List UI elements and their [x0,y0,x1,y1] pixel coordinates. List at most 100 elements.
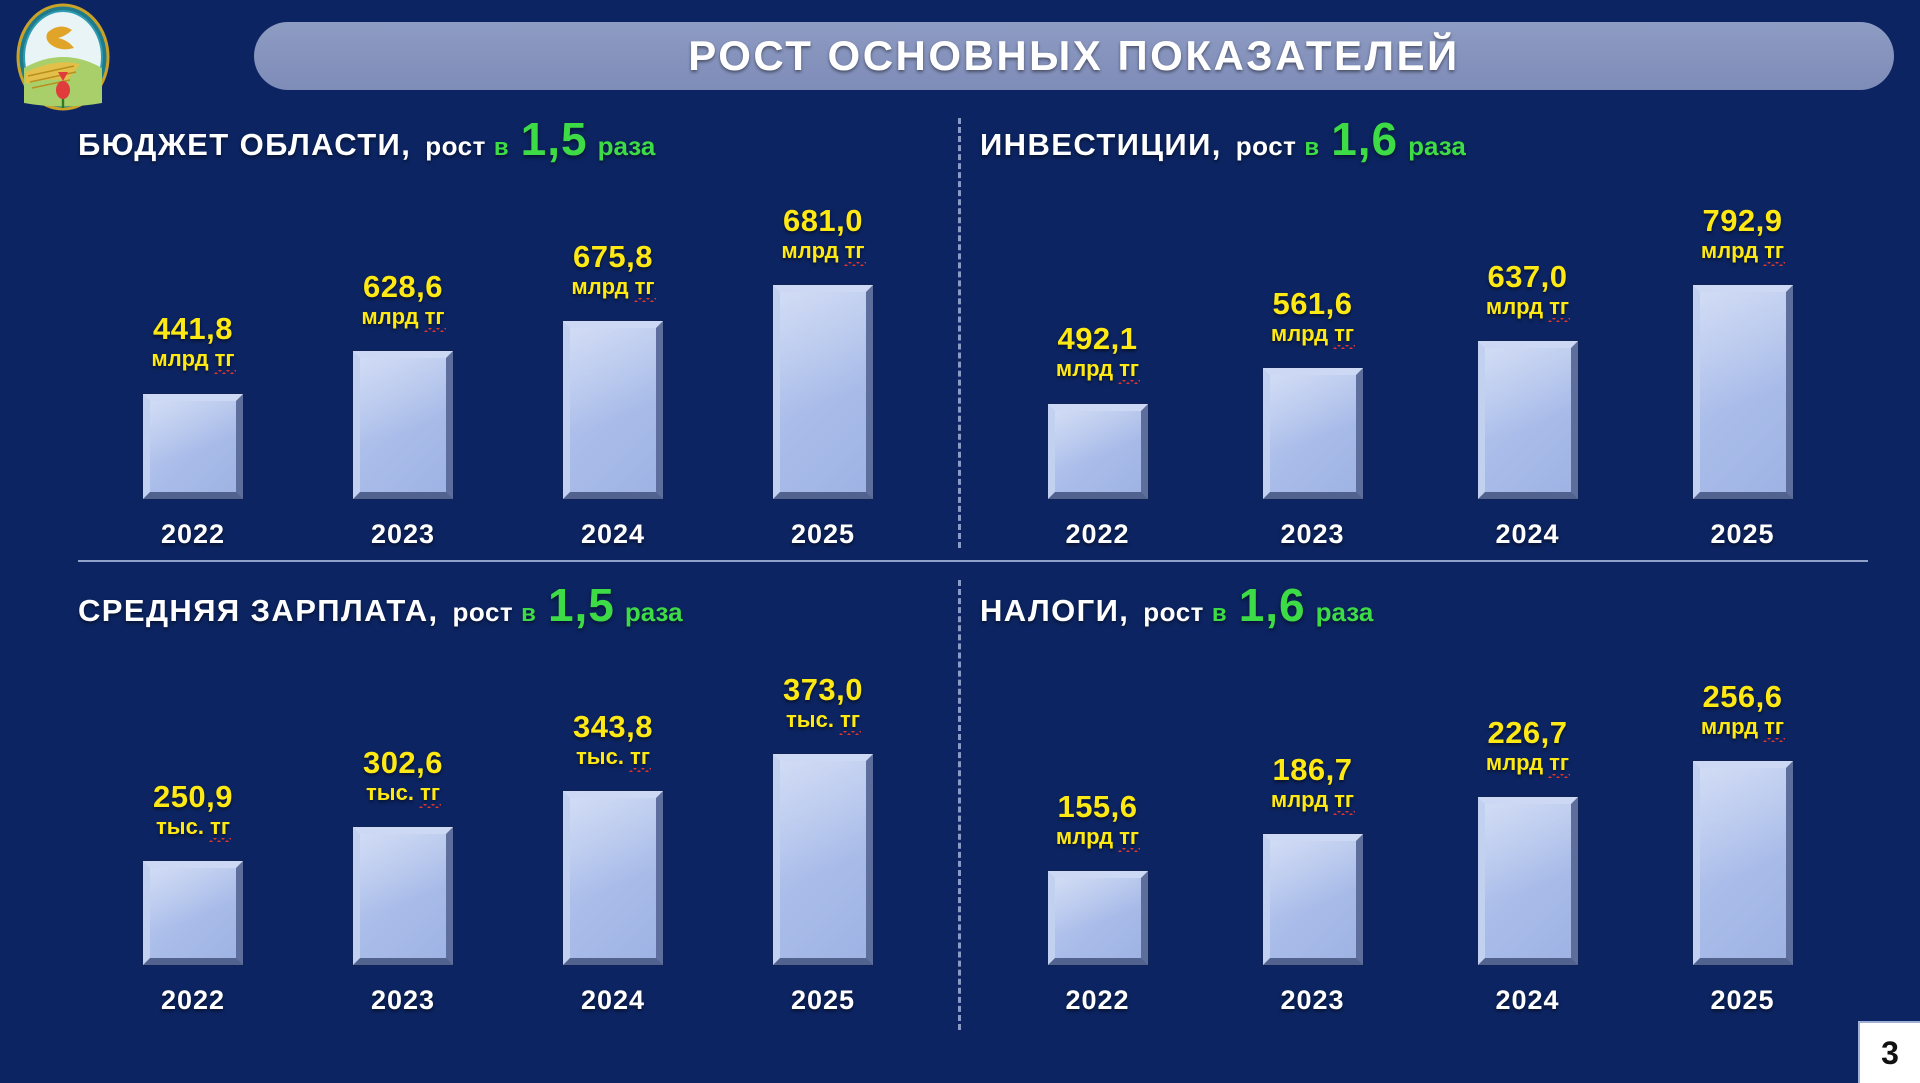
bar-group: 561,6 млрд тг 2023 [1233,164,1393,550]
quadrant-salary-multiplier: 1,5 [547,579,615,631]
bar-label: 373,0 тыс. тг [743,671,903,736]
bar-label: 681,0 млрд тг [743,202,903,267]
quadrant-investments: ИНВЕСТИЦИИ, рост в 1,6 раза 492,1 млрд т… [980,112,1860,552]
bar-year: 2022 [1065,985,1130,1015]
spellcheck-underline: тг [839,706,861,736]
bar-value: 256,6 [1702,678,1783,714]
growth-preposition: в [1304,134,1320,161]
growth-preposition: в [1211,600,1227,627]
page-number-badge: 3 [1858,1021,1920,1083]
spellcheck-underline: тг [1548,293,1571,323]
bar-value: 675,8 [572,238,654,274]
spellcheck-underline: тг [633,273,656,303]
bar-value: 186,7 [1272,751,1353,787]
spellcheck-underline: тг [423,303,446,333]
bar-year: 2022 [160,985,226,1015]
bar-year: 2023 [370,519,436,549]
bar-unit: млрд тг [1055,355,1141,385]
bar-year: 2022 [1065,519,1130,549]
bar-unit: млрд тг [1270,786,1356,816]
bar-value: 343,8 [572,708,654,744]
quadrant-taxes-title: НАЛОГИ, [980,593,1130,628]
bar-2025 [1692,285,1793,499]
page-number: 3 [1881,1034,1899,1071]
bar-year: 2025 [790,985,856,1015]
bar-group: 186,7 млрд тг 2023 [1233,630,1393,1016]
bar-value: 628,6 [362,268,444,304]
bar-group: 343,8 тыс. тг 2024 [533,630,693,1016]
bar-unit: млрд тг [1700,713,1786,743]
bar-2023 [1262,368,1363,499]
bar-unit: тыс. тг [576,743,651,773]
bar-unit: тыс. тг [366,779,441,809]
bar-unit: млрд тг [1055,823,1141,853]
spellcheck-underline: тг [419,779,441,809]
bar-2023 [353,827,453,965]
spellcheck-underline: тг [1763,237,1786,267]
bar-label: 186,7 млрд тг [1233,751,1393,816]
growth-word: рост [425,131,486,161]
bar-label: 561,6 млрд тг [1233,287,1393,350]
quadrant-taxes: НАЛОГИ, рост в 1,6 раза 155,6 млрд тг 20… [980,578,1860,1028]
bar-label: 302,6 тыс. тг [323,746,483,809]
bar-label: 250,9 тыс. тг [113,778,273,843]
bar-value: 637,0 [1487,258,1568,294]
bar-group: 675,8 млрд тг 2024 [533,164,693,550]
bar-value: 681,0 [782,202,864,238]
bar-unit: млрд тг [361,303,446,333]
bar-year: 2024 [1495,519,1560,549]
bar-unit: млрд тг [781,237,866,267]
bar-unit: млрд тг [1270,320,1356,350]
bar-year: 2025 [1710,985,1775,1015]
bar-value: 792,9 [1702,202,1783,238]
bar-year: 2024 [580,985,646,1015]
bar-label: 441,8 млрд тг [113,312,273,375]
bar-value: 250,9 [152,778,234,814]
bar-label: 675,8 млрд тг [533,238,693,303]
bar-2024 [563,791,663,965]
bar-label: 492,1 млрд тг [1018,322,1178,385]
bar-year: 2022 [160,519,226,549]
spellcheck-underline: тг [1118,355,1141,385]
bar-group: 792,9 млрд тг 2025 [1663,164,1823,550]
bar-2024 [563,321,663,499]
bar-label: 637,0 млрд тг [1448,258,1608,323]
spellcheck-underline: тг [1548,749,1571,779]
spellcheck-underline: тг [629,743,651,773]
times-word: раза [624,597,683,627]
bar-year: 2023 [1280,519,1345,549]
times-word: раза [597,131,656,161]
growth-word: рост [452,597,514,627]
bar-label: 155,6 млрд тг [1018,788,1178,853]
quadrant-salary: СРЕДНЯЯ ЗАРПЛАТА, рост в 1,5 раза 250,9 … [78,578,938,1028]
bar-unit: млрд тг [1700,237,1786,267]
chart-budget: 441,8 млрд тг 2022 628,6 млрд тг 2023 67… [78,164,938,550]
spellcheck-underline: тг [1763,713,1786,743]
bar-group: 492,1 млрд тг 2022 [1018,164,1178,550]
chart-investments: 492,1 млрд тг 2022 561,6 млрд тг 2023 63… [980,164,1860,550]
bar-label: 226,7 млрд тг [1448,714,1608,779]
bar-2022 [1047,404,1148,499]
bar-2025 [773,754,873,965]
quadrant-budget-heading: БЮДЖЕТ ОБЛАСТИ, рост в 1,5 раза [78,112,938,165]
growth-word: рост [1143,597,1204,627]
bar-unit: млрд тг [151,345,236,375]
bar-value: 226,7 [1487,714,1568,750]
bar-group: 155,6 млрд тг 2022 [1018,630,1178,1016]
bar-group: 681,0 млрд тг 2025 [743,164,903,550]
bar-value: 373,0 [782,671,864,707]
bar-value: 155,6 [1057,788,1138,824]
bar-unit: млрд тг [1485,293,1571,323]
bar-group: 256,6 млрд тг 2025 [1663,630,1823,1016]
bar-label: 628,6 млрд тг [323,268,483,333]
vertical-divider-bottom [958,580,961,1030]
regional-emblem-icon [8,2,118,112]
bar-2022 [143,394,243,499]
spellcheck-underline: тг [1333,320,1356,350]
quadrant-taxes-multiplier: 1,6 [1238,579,1306,631]
bar-group: 628,6 млрд тг 2023 [323,164,483,550]
spellcheck-underline: тг [843,237,866,267]
growth-preposition: в [493,134,509,161]
bar-2022 [143,861,243,965]
quadrant-taxes-heading: НАЛОГИ, рост в 1,6 раза [980,578,1860,631]
